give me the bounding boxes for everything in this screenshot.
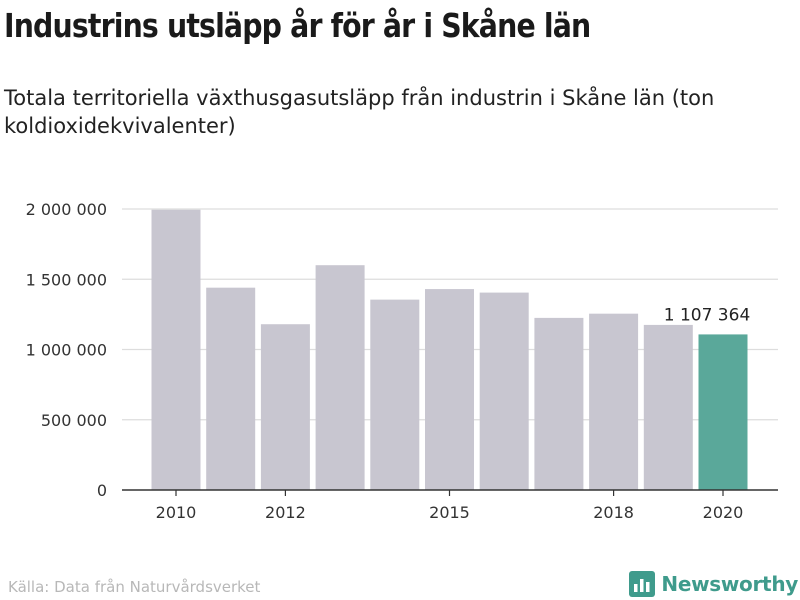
- chart-title: Industrins utsläpp år för år i Skåne län: [4, 6, 591, 45]
- bar-2011[interactable]: [206, 287, 256, 490]
- x-tick-label: 2020: [703, 503, 744, 522]
- y-tick-label: 0: [97, 481, 107, 500]
- bar-chart: 0 500 000 1 000 000 1 500 000 2 000 000 2010 2…: [26, 200, 778, 522]
- bar-2018[interactable]: [589, 313, 639, 490]
- bar-2013[interactable]: [315, 265, 365, 490]
- x-tick-label: 2010: [156, 503, 197, 522]
- brand-name: Newsworthy: [661, 572, 798, 596]
- x-tick-label: 2015: [429, 503, 470, 522]
- y-tick-label: 1 500 000: [26, 270, 107, 289]
- bar-2016[interactable]: [479, 292, 529, 490]
- y-tick-label: 2 000 000: [26, 200, 107, 219]
- bar-2020[interactable]: [698, 334, 748, 490]
- chart-subtitle: Totala territoriella växthusgasutsläpp f…: [4, 86, 715, 138]
- source-note: Källa: Data från Naturvårdsverket: [8, 578, 261, 596]
- bars: [151, 209, 748, 490]
- bar-2010[interactable]: [151, 209, 201, 490]
- bar-2012[interactable]: [260, 324, 310, 490]
- bar-2019[interactable]: [643, 324, 693, 490]
- bar-2017[interactable]: [534, 317, 584, 490]
- bar-2015[interactable]: [425, 289, 474, 490]
- brand-logo[interactable]: Newsworthy: [629, 568, 798, 600]
- bar-2014[interactable]: [370, 299, 420, 490]
- y-tick-label: 1 000 000: [26, 341, 107, 360]
- bar-chart-icon: [629, 571, 656, 597]
- x-tick-label: 2012: [265, 503, 306, 522]
- x-tick-label: 2018: [593, 503, 634, 522]
- data-label-highlight: 1 107 364: [664, 305, 751, 325]
- y-tick-label: 500 000: [41, 411, 107, 430]
- axis-labels: 0 500 000 1 000 000 1 500 000 2 000 000 2010 2…: [26, 200, 778, 522]
